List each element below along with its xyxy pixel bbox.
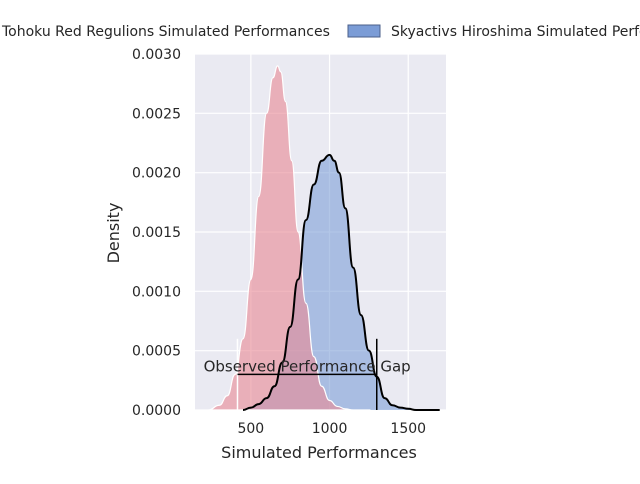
plot-area: Observed Performance Gap 0.00000.00050.0… [132,47,446,437]
x-tick-label: 500 [237,421,264,437]
y-tick-label: 0.0030 [132,47,181,63]
y-tick-label: 0.0015 [132,225,181,241]
series-line-skyactivs [242,153,440,411]
tick-labels: 0.0000 0.0005 0.0010 0.0015 0.0020 0.0025 0.00… [132,47,426,437]
series-area-tohoku [208,65,371,411]
y-tick-label: 0.0010 [132,284,181,300]
x-tick-label: 1500 [390,421,426,437]
y-axis-label: Density [104,203,123,264]
legend-label-tohoku: Tohoku Red Regulions Simulated Performan… [1,24,330,40]
y-tick-label: 0.0020 [132,166,181,182]
annotation-layer: Observed Performance Gap [204,338,411,410]
x-axis-label: Simulated Performances [221,443,417,462]
y-tick-label: 0.0000 [132,403,181,419]
x-tick-label: 1000 [312,421,348,437]
gap-label: Observed Performance Gap [204,357,411,375]
legend-label-skyactivs: Skyactivs Hiroshima Simulated Performanc… [391,24,640,40]
legend: Tohoku Red Regulions Simulated Performan… [1,24,640,40]
y-tick-label: 0.0025 [132,106,181,122]
series-layer [208,65,440,411]
y-tick-label: 0.0005 [132,344,181,360]
legend-swatch-skyactivs [347,24,381,38]
